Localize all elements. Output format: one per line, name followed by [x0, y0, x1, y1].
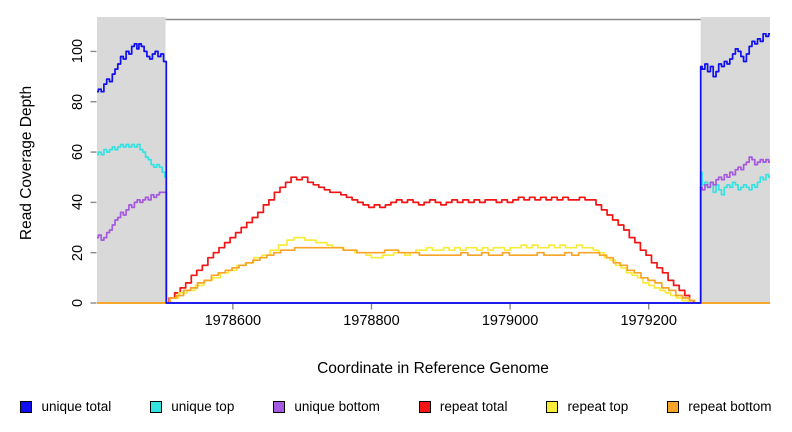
legend-swatch	[667, 400, 680, 413]
x-tick-label: 1978600	[204, 313, 262, 329]
legend-label: repeat bottom	[688, 399, 772, 414]
legend-item-unique-total: unique total	[20, 399, 111, 414]
legend-item-unique-top: unique top	[150, 399, 234, 414]
y-tick-label: 100	[70, 39, 86, 64]
series-line-repeat-total	[97, 176, 770, 304]
legend-item-repeat-bottom: repeat bottom	[667, 399, 772, 414]
legend-swatch	[546, 400, 559, 413]
y-tick-label: 80	[70, 93, 86, 110]
series-line-repeat-bottom	[97, 246, 770, 304]
y-tick-label: 60	[70, 143, 86, 161]
y-tick-label: 0	[70, 298, 86, 308]
legend-item-repeat-total: repeat total	[418, 399, 508, 414]
unique-flank-left-band	[97, 17, 166, 303]
legend-label: repeat total	[439, 399, 508, 414]
legend-label: repeat top	[567, 399, 629, 414]
series-line-unique-top	[97, 143, 770, 304]
legend-swatch	[150, 400, 163, 413]
legend-label: unique total	[41, 399, 112, 414]
legend-label: unique top	[171, 399, 235, 414]
legend-label: unique bottom	[294, 399, 380, 414]
legend-swatch	[273, 400, 286, 413]
y-axis-label: Read Coverage Depth	[18, 85, 35, 241]
legend-item-unique-bottom: unique bottom	[273, 399, 380, 414]
legend-swatch	[418, 400, 431, 413]
legend-swatch	[20, 400, 33, 413]
series-line-unique-total	[97, 32, 770, 304]
legend: unique total unique top unique bottom repea…	[0, 399, 792, 414]
x-axis-label: Coordinate in Reference Genome	[317, 360, 549, 377]
y-tick-label: 20	[70, 244, 86, 261]
unique-flank-right-band	[700, 17, 770, 303]
x-tick-label: 1978800	[343, 313, 400, 329]
y-tick-label: 40	[70, 194, 86, 211]
legend-item-repeat-top: repeat top	[546, 399, 628, 414]
x-tick-label: 1979000	[481, 313, 539, 329]
x-tick-label: 1979200	[620, 313, 677, 329]
